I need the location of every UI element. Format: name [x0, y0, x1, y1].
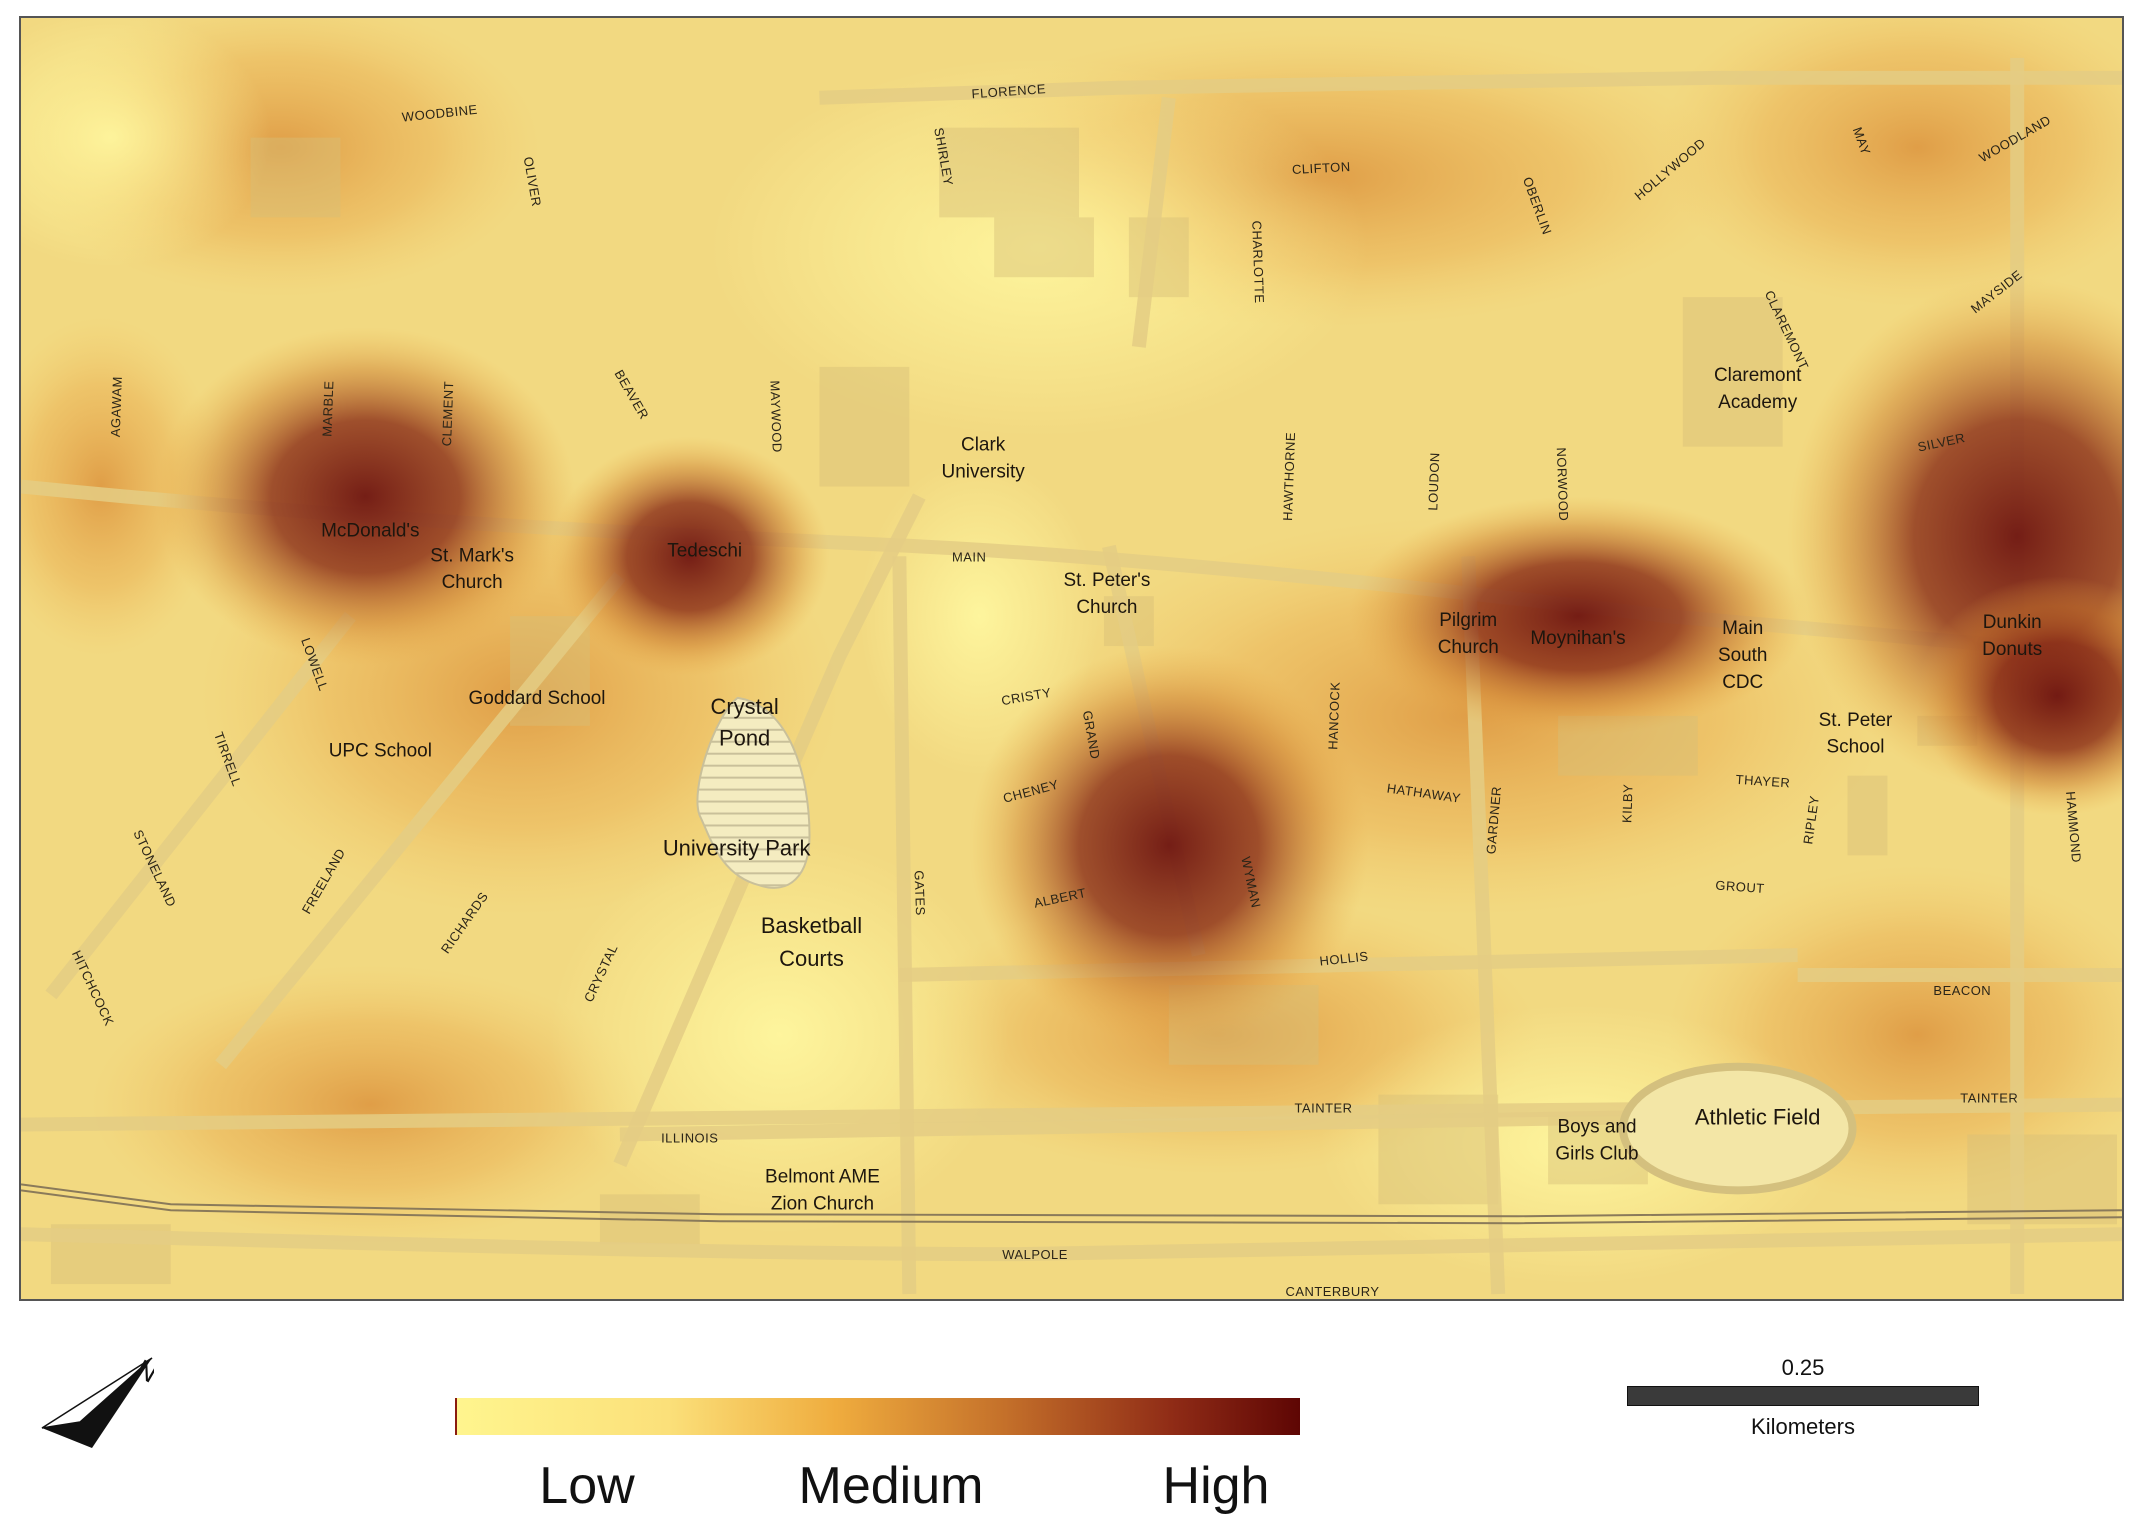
street-label: HOLLIS — [1319, 949, 1369, 969]
north-arrow-icon: N — [41, 1353, 154, 1448]
place-label-clark-university: Clark University — [942, 435, 1026, 483]
street-label: CLEMENT — [439, 381, 456, 447]
street-label: LOUDON — [1425, 452, 1442, 511]
street-label: TAINTER — [1295, 1101, 1353, 1116]
street-label: MAIN — [952, 549, 986, 564]
place-label-st-peters-church: St. Peter's Church — [1064, 570, 1151, 618]
heat-legend-color-ramp — [455, 1398, 1300, 1435]
place-label-st-marks-church: St. Mark's Church — [430, 545, 514, 593]
legend-label-medium: Medium — [798, 1457, 984, 1515]
street-label: HANCOCK — [1325, 681, 1342, 750]
street-label: MARBLE — [319, 380, 336, 437]
place-label-basketball-courts: Basketball Courts — [761, 913, 862, 971]
street-label: AGAWAM — [108, 376, 125, 437]
street-label: GROUT — [1715, 878, 1765, 896]
place-labels: Clark University Claremont Academy McDonal… — [321, 365, 2042, 1214]
street-label: CHARLOTTE — [1249, 220, 1267, 303]
place-label-moynihans: Moynihan's — [1530, 628, 1625, 649]
street-label: RIPLEY — [1800, 795, 1822, 846]
crystal-pond — [696, 696, 811, 889]
street-label: THAYER — [1735, 772, 1791, 791]
heat-high-layer — [155, 277, 2122, 1045]
street-label: WALPOLE — [1002, 1247, 1068, 1262]
place-label-st-peter-school: St. Peter School — [1819, 710, 1893, 758]
legend-label-high: High — [1162, 1457, 1270, 1515]
scale-bar-unit: Kilometers — [1751, 1414, 1855, 1439]
place-label-university-park: University Park — [663, 835, 811, 860]
map-frame: WOODBINE FLORENCE OLIVER SHIRLEY CLIFTON… — [19, 16, 2124, 1301]
street-label: CANTERBURY — [1285, 1284, 1379, 1299]
railway — [21, 1183, 2122, 1225]
place-label-boys-and-girls-club: Boys and Girls Club — [1555, 1117, 1638, 1165]
heatmap-map: WOODBINE FLORENCE OLIVER SHIRLEY CLIFTON… — [21, 18, 2122, 1299]
street-label: TAINTER — [1960, 1091, 2018, 1106]
street-label: HAMMOND — [2063, 791, 2084, 864]
place-label-dunkin-donuts: Dunkin Donuts — [1982, 612, 2042, 660]
street-label: KILBY — [1619, 784, 1635, 824]
place-label-crystal-pond: Crystal Pond — [710, 694, 778, 751]
street-label: CLIFTON — [1292, 159, 1351, 177]
street-label: BEACON — [1933, 983, 1991, 998]
street-label: FLORENCE — [971, 81, 1046, 101]
place-label-mcdonalds: McDonald's — [321, 520, 419, 541]
place-label-pilgrim-church: Pilgrim Church — [1438, 610, 1499, 658]
place-label-belmont-ame-zion-church: Belmont AME Zion Church — [765, 1166, 880, 1214]
place-label-claremont-academy: Claremont Academy — [1714, 365, 1802, 413]
scale-bar-value: 0.25 — [1781, 1355, 1825, 1380]
place-label-athletic-field: Athletic Field — [1695, 1105, 1821, 1130]
street-label: GARDNER — [1483, 785, 1504, 854]
street-label: HAWTHORNE — [1280, 432, 1298, 521]
place-label-upc-school: UPC School — [329, 741, 432, 762]
legend-label-low: Low — [539, 1457, 635, 1515]
athletic-field-track — [1618, 1062, 1857, 1195]
place-label-goddard-school: Goddard School — [469, 688, 606, 709]
place-label-tedeschi: Tedeschi — [667, 540, 742, 561]
street-label: NORWOOD — [1554, 447, 1572, 521]
street-label: ILLINOIS — [661, 1130, 718, 1145]
street-label: MAYWOOD — [767, 380, 785, 453]
street-label: GATES — [912, 870, 929, 916]
scale-bar — [1627, 1386, 1979, 1406]
place-label-main-south-cdc: Main South CDC — [1718, 618, 1768, 693]
